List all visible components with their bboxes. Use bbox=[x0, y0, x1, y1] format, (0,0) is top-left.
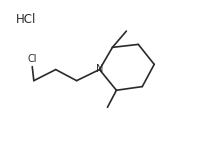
Text: HCl: HCl bbox=[16, 13, 36, 26]
Text: Cl: Cl bbox=[27, 54, 37, 64]
Text: N: N bbox=[96, 64, 103, 74]
